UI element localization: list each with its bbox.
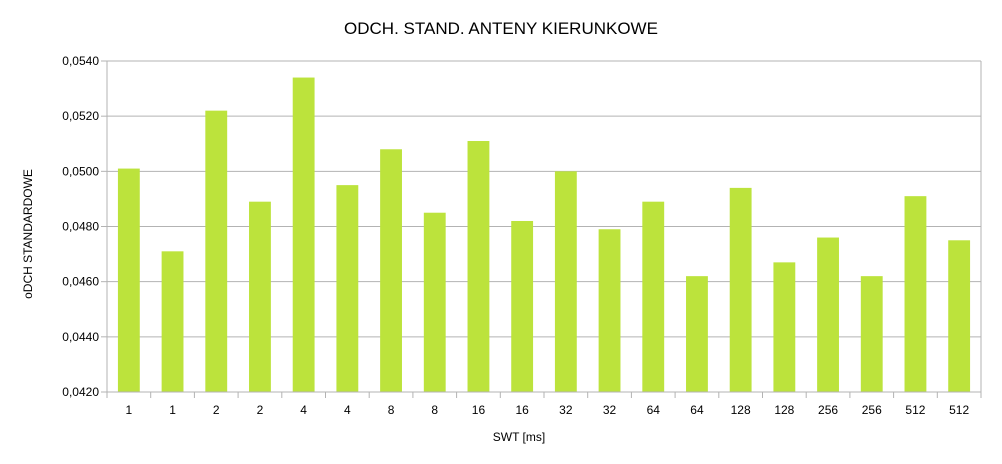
bar: [904, 196, 927, 392]
x-tick-label: 16: [472, 403, 486, 417]
x-tick-label: 8: [388, 403, 395, 417]
x-tick-label: 256: [818, 403, 838, 417]
x-tick-label: 32: [559, 403, 573, 417]
bar: [860, 276, 883, 392]
x-tick-label: 64: [690, 403, 704, 417]
bars: [117, 77, 971, 393]
bar: [948, 240, 971, 392]
x-tick-label: 256: [862, 403, 882, 417]
x-tick-label: 4: [344, 403, 351, 417]
gridlines: [107, 60, 981, 393]
x-tick-label: 128: [731, 403, 751, 417]
y-tick-label: 0,0440: [62, 330, 99, 344]
x-tick-label: 32: [603, 403, 617, 417]
x-tick-labels: 1 1 2 2 4 4 8 8 16 16 32 32 64 64 128 128 256 256 512 512: [126, 403, 970, 417]
y-tick-label: 0,0480: [62, 220, 99, 234]
y-tick-label: 0,0460: [62, 275, 99, 289]
x-tick-label: 16: [515, 403, 529, 417]
x-tick-label: 64: [647, 403, 661, 417]
y-axis-label: oDCH STANDARDOWE: [21, 169, 35, 299]
bar: [817, 237, 839, 392]
bar: [511, 220, 534, 392]
bar: [161, 251, 184, 392]
bar: [117, 168, 140, 392]
bar: [467, 140, 490, 392]
x-tick-label: 2: [213, 403, 220, 417]
x-tick-label: 128: [774, 403, 794, 417]
bar: [336, 185, 359, 392]
x-tick-label: 512: [949, 403, 969, 417]
x-tick-label: 1: [169, 403, 176, 417]
bar: [642, 201, 665, 392]
y-tick-label: 0,0520: [62, 109, 99, 123]
y-tick-label: 0,0500: [62, 164, 99, 178]
bar: [598, 229, 621, 392]
bar: [423, 212, 446, 392]
bar: [773, 262, 796, 392]
y-tick-label: 0,0420: [62, 385, 99, 399]
bar: [554, 171, 577, 392]
x-tick-label: 2: [257, 403, 264, 417]
bar: [380, 149, 402, 392]
x-tick-label: 512: [905, 403, 925, 417]
x-axis-label: SWT [ms]: [493, 430, 545, 444]
y-tick-labels: 0,0420 0,0440 0,0460 0,0480 0,0500 0,0520 0,05…: [62, 54, 99, 399]
bar: [292, 77, 315, 393]
bar: [205, 110, 228, 393]
bar: [686, 276, 708, 392]
bar: [249, 201, 271, 392]
bar: [729, 187, 752, 392]
chart-title: ODCH. STAND. ANTENY KIERUNKOWE: [344, 19, 658, 38]
axes: [101, 60, 982, 398]
x-tick-label: 4: [300, 403, 307, 417]
x-tick-label: 1: [126, 403, 133, 417]
y-tick-label: 0,0540: [62, 54, 99, 68]
x-tick-label: 8: [431, 403, 438, 417]
